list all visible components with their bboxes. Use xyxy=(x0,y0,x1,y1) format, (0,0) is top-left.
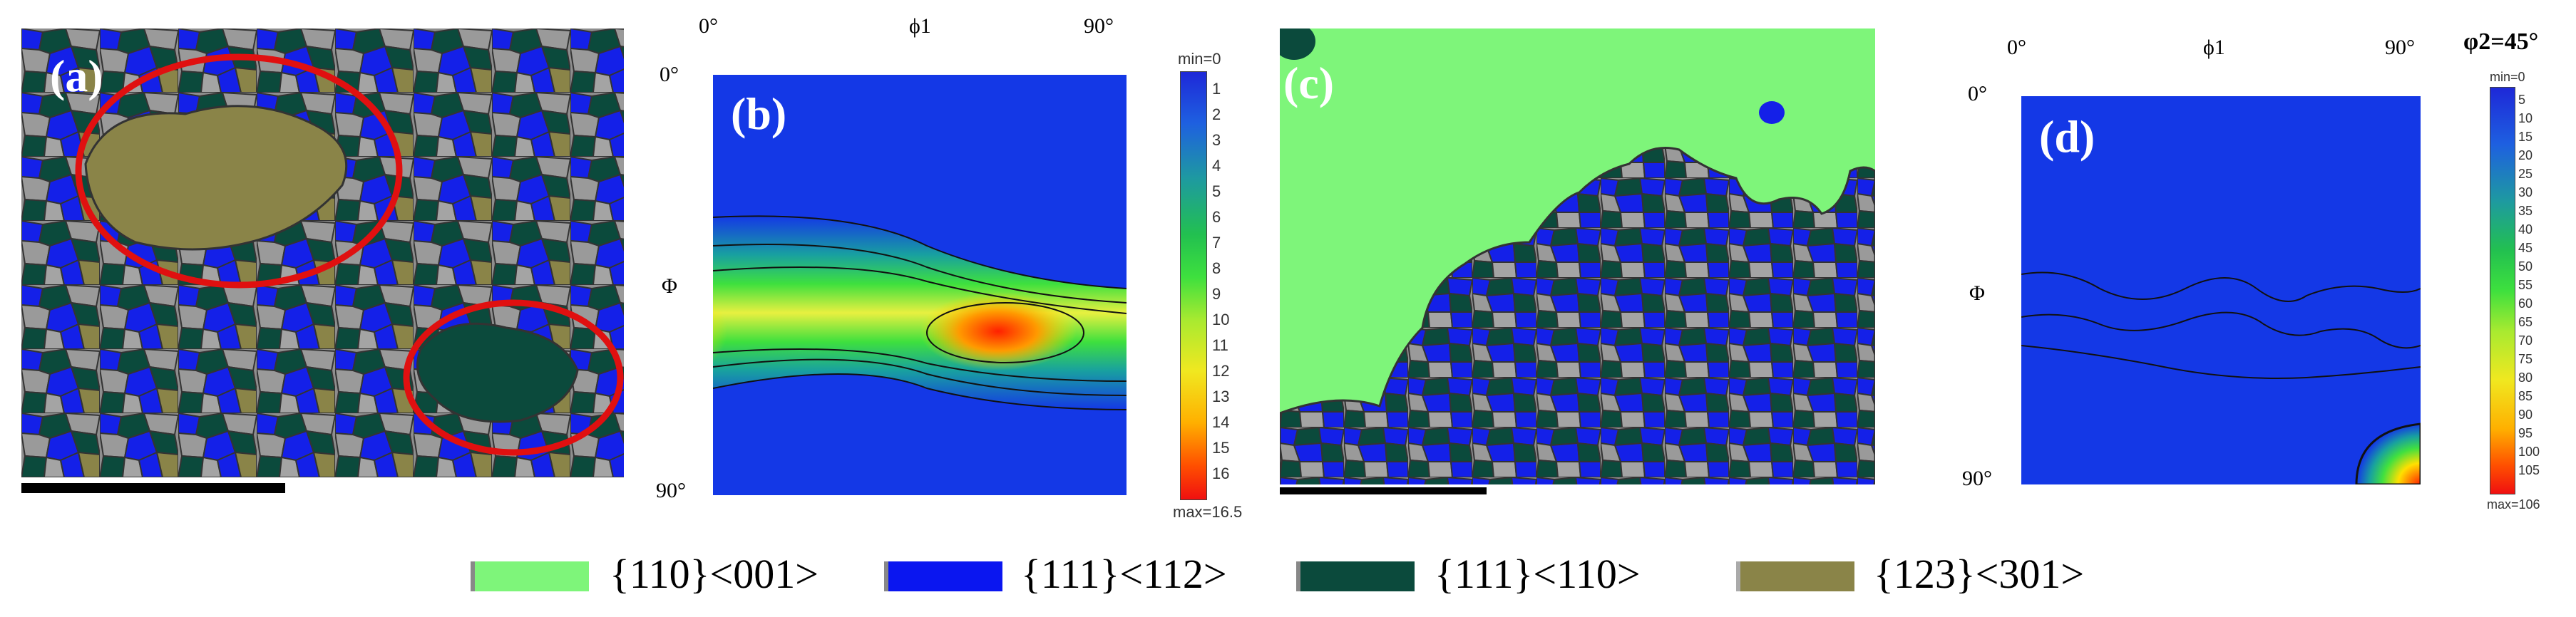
panel-c-label: (c) xyxy=(1283,58,1335,108)
large-grain-111-110 xyxy=(416,322,579,423)
scale-bar-c xyxy=(1280,487,1487,494)
section-label: φ2=45° xyxy=(2463,28,2539,55)
colorbar-d-tick: 45 xyxy=(2518,241,2533,255)
panel-b-y-label: Φ xyxy=(662,274,677,298)
colorbar-d-tick: 20 xyxy=(2518,148,2533,162)
panel-d-label: (d) xyxy=(2039,111,2095,162)
panel-d-x-label: ϕ1 xyxy=(2203,36,2225,59)
fine-grain-region xyxy=(1280,147,1875,499)
panel-d-y-max: 90° xyxy=(1962,467,1992,490)
colorbar-b-tick: 11 xyxy=(1212,336,1228,354)
colorbar-d-tick: 60 xyxy=(2518,296,2533,311)
colorbar-d-tick: 30 xyxy=(2518,185,2533,199)
ebsd-map-c-grains xyxy=(1280,28,1875,499)
colorbar-d-tick: 105 xyxy=(2518,463,2540,477)
colorbar-b-tick: 3 xyxy=(1212,131,1221,149)
large-grain-123-301 xyxy=(84,105,348,251)
legend-swatch-110-001 xyxy=(471,561,589,591)
colorbar-d-tick: 75 xyxy=(2518,352,2533,366)
colorbar-b-tick: 15 xyxy=(1212,439,1230,457)
colorbar-d-top: min=0 xyxy=(2490,70,2525,84)
colorbar-d-tick: 50 xyxy=(2518,259,2533,274)
legend: {110}<001> {111}<112> {111}<110> {123}<3… xyxy=(0,549,2576,606)
scale-bar xyxy=(21,483,285,493)
panel-b-y-min: 0° xyxy=(660,63,679,86)
colorbar-d-tick: 80 xyxy=(2518,370,2533,385)
colorbar-b-top: min=0 xyxy=(1178,50,1221,68)
panel-d-y-min: 0° xyxy=(1968,82,1987,105)
highlight-circle-2 xyxy=(403,299,624,456)
colorbar-d-tick: 95 xyxy=(2518,426,2533,440)
colorbar-d-tick: 15 xyxy=(2518,130,2533,144)
panel-d-x-min: 0° xyxy=(2007,36,2026,59)
colorbar-b-tick: 16 xyxy=(1212,465,1230,482)
highlight-circle-1 xyxy=(75,53,403,289)
colorbar-b-tick: 5 xyxy=(1212,182,1221,200)
colorbar-b-tick: 10 xyxy=(1212,311,1230,328)
ebsd-map-c: (c) xyxy=(1280,28,1875,499)
colorbar-d-bottom: max=106 xyxy=(2487,497,2540,512)
legend-swatch-123-301 xyxy=(1736,561,1854,591)
colorbar-d-tick: 55 xyxy=(2518,278,2533,292)
legend-swatch-111-112 xyxy=(884,561,1002,591)
colorbar-d-tick: 100 xyxy=(2518,445,2540,459)
panel-b-x-min: 0° xyxy=(699,14,718,38)
colorbar-b-tick: 12 xyxy=(1212,362,1230,380)
colorbar-d-tick: 90 xyxy=(2518,408,2533,422)
odf-section-b: (b) xyxy=(713,75,1127,495)
colorbar-b-tick: 7 xyxy=(1212,234,1221,252)
ebsd-map-a-grains xyxy=(21,28,624,506)
panel-b-label: (b) xyxy=(731,88,787,139)
ebsd-map-a: (a) xyxy=(21,28,624,506)
legend-label-123-301: {123}<301> xyxy=(1874,551,2085,597)
colorbar-d-tick: 65 xyxy=(2518,315,2533,329)
colorbar-d xyxy=(2490,87,2515,494)
colorbar-d-tick: 10 xyxy=(2518,111,2533,125)
colorbar-d-tick: 35 xyxy=(2518,204,2533,218)
panel-a-label: (a) xyxy=(50,51,103,101)
odf-section-d: (d) xyxy=(2021,96,2421,484)
colorbar-b-tick: 13 xyxy=(1212,388,1230,405)
panel-b-y-max: 90° xyxy=(656,479,686,502)
colorbar-b-tick: 9 xyxy=(1212,285,1221,303)
colorbar-b-tick: 4 xyxy=(1212,157,1221,175)
legend-label-110-001: {110}<001> xyxy=(610,551,819,597)
corner-grain xyxy=(1280,28,1315,60)
colorbar-b-tick: 2 xyxy=(1212,105,1221,123)
colorbar-b-tick: 8 xyxy=(1212,259,1221,277)
colorbar-d-tick: 85 xyxy=(2518,389,2533,403)
odf-b-plot xyxy=(713,75,1127,495)
legend-label-111-112: {111}<112> xyxy=(1021,551,1227,597)
legend-swatch-111-110 xyxy=(1296,561,1415,591)
odf-d-plot xyxy=(2021,96,2421,484)
colorbar-d-tick: 25 xyxy=(2518,167,2533,181)
colorbar-b xyxy=(1180,71,1207,500)
colorbar-d-tick: 5 xyxy=(2518,93,2526,107)
panel-d-x-max: 90° xyxy=(2385,36,2415,59)
isolated-grain xyxy=(1759,101,1785,124)
panel-b-x-max: 90° xyxy=(1084,14,1114,38)
colorbar-b-tick: 6 xyxy=(1212,208,1221,226)
legend-label-111-110: {111}<110> xyxy=(1435,551,1641,597)
colorbar-d-tick: 40 xyxy=(2518,222,2533,237)
colorbar-b-tick: 1 xyxy=(1212,80,1221,98)
colorbar-b-tick: 14 xyxy=(1212,413,1230,431)
colorbar-d-tick: 70 xyxy=(2518,333,2533,348)
panel-b-x-label: ϕ1 xyxy=(909,14,931,38)
colorbar-b-bottom: max=16.5 xyxy=(1173,503,1243,521)
panel-d-y-label: Φ xyxy=(1969,281,1985,305)
